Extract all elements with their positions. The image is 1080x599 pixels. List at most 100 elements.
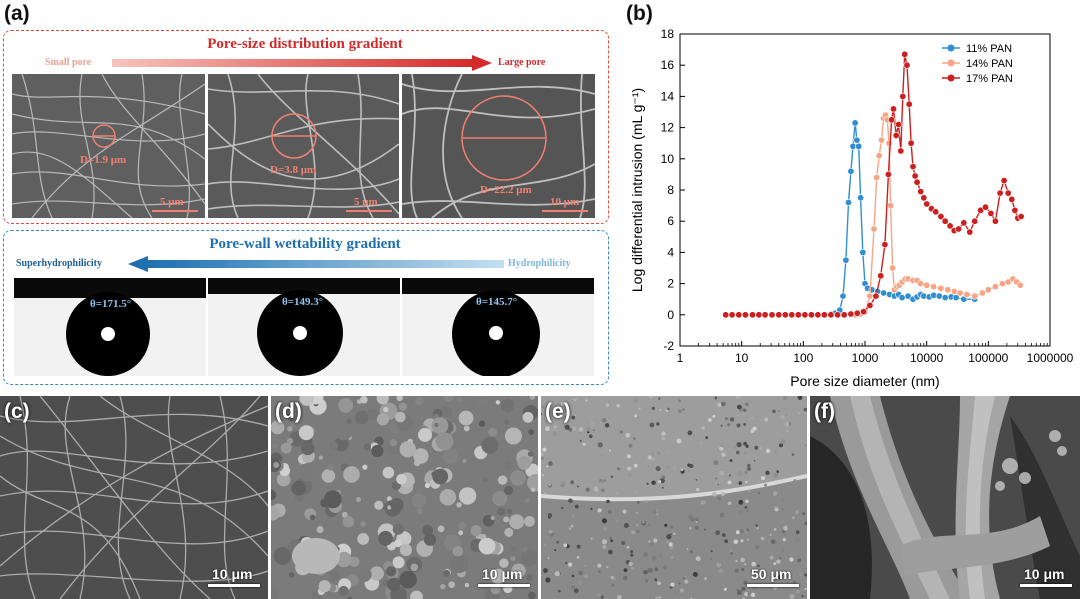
data-point xyxy=(887,202,895,210)
grain xyxy=(638,508,641,511)
grain xyxy=(743,441,747,446)
wettability-gradient-arrow xyxy=(128,256,504,272)
contact-angle-value: θ=171.5° xyxy=(90,298,132,310)
grain xyxy=(623,523,629,528)
grain xyxy=(607,510,612,514)
grain xyxy=(695,556,701,562)
grain xyxy=(781,548,785,552)
data-point xyxy=(955,225,963,233)
grain xyxy=(636,529,640,533)
particle xyxy=(437,525,445,533)
grain xyxy=(600,595,604,599)
grain xyxy=(602,544,607,550)
grain xyxy=(647,523,650,526)
grain xyxy=(750,429,755,433)
grain xyxy=(606,499,610,504)
y-tick-label: 16 xyxy=(661,58,675,72)
y-tick-label: 0 xyxy=(667,308,674,322)
grain xyxy=(692,434,696,437)
grain xyxy=(670,582,675,587)
grain xyxy=(658,553,663,558)
grain xyxy=(568,527,572,530)
particle xyxy=(363,443,371,451)
data-point xyxy=(991,283,999,291)
data-point xyxy=(775,311,783,319)
particle xyxy=(490,568,506,584)
grain xyxy=(633,398,639,404)
coated-fiber-texture xyxy=(810,396,1080,599)
grain xyxy=(716,562,722,568)
grain xyxy=(657,581,661,585)
particle xyxy=(356,497,361,503)
grain xyxy=(673,596,678,599)
grain xyxy=(586,427,591,432)
grain xyxy=(554,549,557,552)
grain xyxy=(578,432,582,435)
data-point xyxy=(966,228,974,236)
data-point xyxy=(827,311,835,319)
grain xyxy=(602,526,608,531)
particle xyxy=(416,508,423,514)
particle xyxy=(360,396,368,404)
large-pore-label: Large pore xyxy=(498,57,546,68)
data-point xyxy=(930,283,938,291)
grain xyxy=(781,499,784,502)
grain xyxy=(797,558,802,563)
grain xyxy=(750,576,754,579)
data-point xyxy=(872,292,880,300)
grain xyxy=(622,575,628,581)
data-point xyxy=(788,311,796,319)
grain xyxy=(791,453,795,456)
grain xyxy=(541,413,542,415)
substrate-surface xyxy=(14,278,206,298)
particle xyxy=(525,573,534,581)
particle xyxy=(271,420,285,435)
grain xyxy=(548,461,553,466)
data-point xyxy=(866,292,874,300)
legend-marker xyxy=(947,59,955,67)
grain xyxy=(773,450,777,455)
grain xyxy=(554,571,560,577)
particle xyxy=(458,521,467,530)
grain xyxy=(576,556,580,559)
grain xyxy=(601,518,607,524)
grain xyxy=(603,479,607,482)
particle xyxy=(499,558,509,568)
particle xyxy=(286,437,294,445)
y-tick-label: 2 xyxy=(667,277,674,291)
particle xyxy=(507,508,513,514)
data-point xyxy=(870,225,878,233)
grain xyxy=(661,486,664,489)
grain xyxy=(678,582,681,585)
grain xyxy=(659,596,661,599)
particle xyxy=(509,514,525,530)
pore-size-title: Pore-size distribution gradient xyxy=(207,36,403,52)
data-point xyxy=(847,310,855,318)
particle xyxy=(464,582,470,588)
grain xyxy=(779,557,782,560)
grain xyxy=(802,512,806,516)
contact-angle-image-1: θ=171.5° xyxy=(14,278,206,376)
grain xyxy=(772,409,776,414)
grain xyxy=(598,479,603,483)
scale-bar xyxy=(208,584,260,587)
data-point xyxy=(845,199,853,207)
particle xyxy=(327,463,334,471)
pore-diameter-label: D=3.8 μm xyxy=(270,164,317,176)
grain xyxy=(574,469,578,473)
legend-marker xyxy=(947,74,955,82)
grain xyxy=(628,561,633,566)
particle xyxy=(413,448,429,464)
data-point xyxy=(1011,206,1019,214)
particle xyxy=(309,514,316,521)
data-point xyxy=(814,311,822,319)
grain xyxy=(570,524,574,528)
grain xyxy=(737,414,740,417)
grain xyxy=(622,548,627,552)
particle xyxy=(504,462,512,470)
grain xyxy=(556,540,560,544)
data-point xyxy=(866,301,874,309)
data-point xyxy=(937,284,945,292)
grain xyxy=(568,498,573,503)
grain xyxy=(729,417,735,422)
